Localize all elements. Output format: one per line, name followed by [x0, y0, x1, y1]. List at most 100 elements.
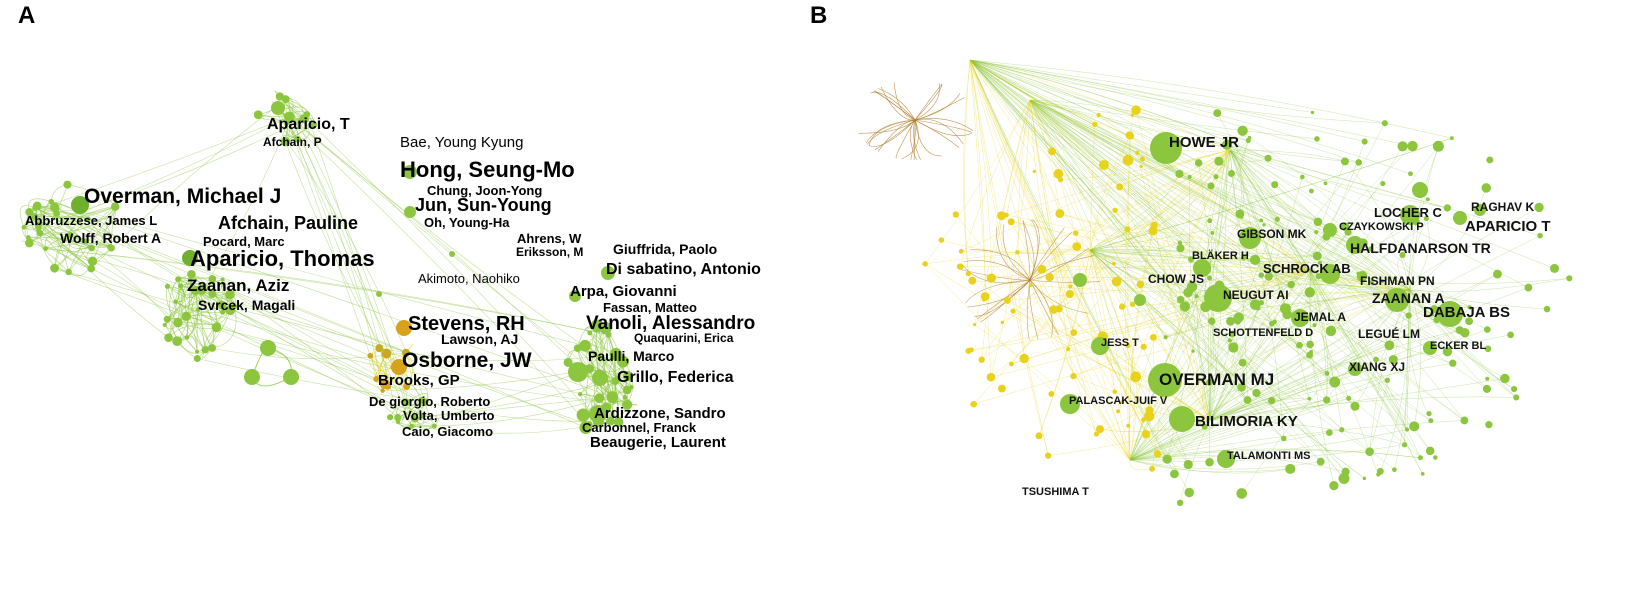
- network-edge: [1209, 123, 1386, 421]
- network-edge: [1006, 149, 1231, 216]
- network-node: [1493, 269, 1502, 279]
- node-label: RAGHAV K: [1471, 200, 1535, 214]
- network-edge: [969, 59, 1256, 305]
- network-edge: [1229, 149, 1363, 277]
- network-node: [1207, 218, 1213, 224]
- network-edge: [1317, 255, 1411, 291]
- network-edge: [1029, 99, 1096, 125]
- network-edge: [1103, 164, 1411, 291]
- network-node: [1258, 272, 1265, 278]
- node-label: JESS T: [1101, 337, 1139, 349]
- network-node: [1339, 427, 1345, 433]
- node-label: Overman, Michael J: [84, 185, 282, 208]
- network-edge: [976, 279, 1031, 320]
- node-label: PALASCAK-JUIF V: [1069, 395, 1168, 407]
- network-edge: [1128, 230, 1154, 461]
- network-edge: [185, 116, 291, 317]
- network-edge: [1309, 269, 1343, 430]
- network-node: [1408, 171, 1413, 177]
- network-edge: [969, 59, 1197, 297]
- network-node: [63, 180, 72, 189]
- network-node: [922, 261, 928, 267]
- network-node: [1320, 264, 1340, 284]
- network-node: [1252, 388, 1261, 398]
- network-edge: [1191, 286, 1211, 421]
- network-edge: [969, 59, 1128, 230]
- network-node: [1388, 354, 1398, 365]
- network-node: [1537, 232, 1543, 239]
- network-node: [1194, 294, 1199, 299]
- network-edge: [969, 59, 1116, 392]
- network-node: [1175, 169, 1184, 178]
- node-label: Zaanan, Aziz: [187, 276, 290, 295]
- network-node: [1237, 383, 1246, 392]
- network-node: [162, 322, 167, 327]
- network-edge: [969, 59, 992, 378]
- network-edge: [1184, 269, 1311, 307]
- network-node: [1483, 326, 1491, 333]
- network-edge: [969, 59, 1190, 493]
- network-edge: [974, 324, 1131, 461]
- network-edge: [1089, 220, 1262, 251]
- network-node: [1120, 400, 1125, 405]
- network-edge: [1089, 249, 1365, 479]
- network-edge: [969, 59, 1181, 249]
- network-edge: [858, 119, 916, 134]
- network-node: [1000, 320, 1005, 325]
- network-edge: [969, 59, 1120, 188]
- network-node: [1045, 273, 1054, 282]
- network-edge: [1029, 255, 1094, 281]
- network-node: [1412, 182, 1428, 198]
- network-edge: [974, 149, 1231, 325]
- node-label: BLÄKER H: [1192, 250, 1249, 262]
- network-edge: [1229, 149, 1379, 475]
- network-node: [1149, 333, 1157, 341]
- network-edge: [1006, 214, 1411, 291]
- network-node: [395, 419, 401, 425]
- network-edge: [969, 59, 1061, 214]
- network-edge: [969, 59, 1230, 341]
- network-node: [1264, 272, 1273, 281]
- network-edge: [1129, 162, 1359, 461]
- node-label: Ahrens, W: [517, 231, 582, 246]
- network-edge: [1089, 249, 1395, 470]
- node-label: Lawson, AJ: [441, 331, 519, 347]
- network-edge: [981, 149, 1231, 360]
- network-edge: [38, 116, 291, 230]
- network-node: [303, 111, 311, 118]
- network-edge: [1277, 218, 1411, 291]
- network-edge: [1059, 213, 1311, 271]
- network-node: [1015, 250, 1020, 255]
- network-edge: [969, 59, 1144, 420]
- network-edge: [1038, 249, 1091, 436]
- node-label: Ardizzone, Sandro: [594, 405, 726, 422]
- network-edge: [1209, 378, 1505, 421]
- network-edge: [1205, 149, 1231, 307]
- network-edge: [969, 59, 1346, 472]
- network-node: [1072, 242, 1082, 251]
- network-edge: [924, 263, 1131, 461]
- network-node: [1111, 261, 1116, 266]
- network-node: [1049, 305, 1058, 314]
- network-node: [402, 398, 411, 407]
- network-node: [1032, 169, 1036, 174]
- network-edge: [1409, 278, 1570, 292]
- network-edge: [969, 59, 1413, 147]
- network-node: [1262, 223, 1266, 227]
- network-edge: [35, 205, 46, 250]
- network-edge: [1142, 159, 1211, 421]
- network-edge: [45, 248, 609, 336]
- network-edge: [1089, 249, 1189, 465]
- network-edge: [893, 82, 916, 121]
- network-edge: [1409, 289, 1515, 390]
- network-edge: [1129, 345, 1390, 461]
- network-node: [1420, 472, 1425, 476]
- network-node: [1228, 330, 1236, 338]
- network-edge: [914, 84, 943, 121]
- network-node: [1264, 154, 1272, 162]
- node-label: ZAANAN A: [1372, 290, 1445, 306]
- network-edge: [1017, 99, 1031, 359]
- network-node: [592, 370, 608, 386]
- network-edge: [1129, 337, 1155, 461]
- network-edge: [1129, 325, 1315, 461]
